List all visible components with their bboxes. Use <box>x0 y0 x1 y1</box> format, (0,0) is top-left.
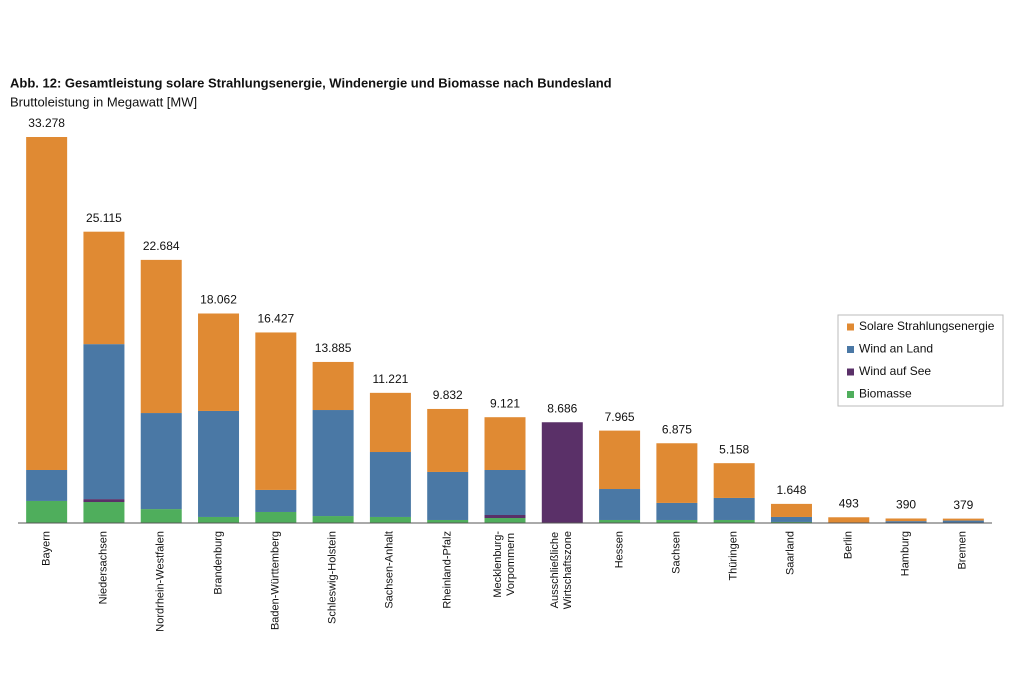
x-tick-label: Sachsen <box>670 531 683 574</box>
total-label: 1.648 <box>776 483 806 497</box>
bar-segment <box>26 500 68 523</box>
legend-swatch <box>847 346 854 353</box>
bar-segment <box>26 469 68 501</box>
bar-segment <box>83 231 125 345</box>
bar-segment <box>656 502 698 520</box>
bar-segment <box>484 514 526 519</box>
legend-label: Wind an Land <box>859 342 933 356</box>
x-tick-label: Berlin <box>842 531 855 560</box>
x-tick-label: Saarland <box>784 531 797 576</box>
bar-segment <box>312 516 354 523</box>
total-label: 11.221 <box>373 372 409 386</box>
bar-segment <box>83 502 125 523</box>
x-tick-label: Nordrhein-Westfalen <box>154 531 167 632</box>
bar-segment <box>312 410 354 517</box>
bar-segment <box>885 518 927 522</box>
total-label: 7.965 <box>605 410 635 424</box>
bar-segment <box>255 332 297 490</box>
bar-segment <box>198 410 240 517</box>
legend-label: Solare Strahlungsenergie <box>859 319 995 333</box>
legend-label: Wind auf See <box>859 364 931 378</box>
bar-segment <box>312 361 354 411</box>
x-tick-label: Hamburg <box>899 531 912 577</box>
x-tick-label: Rheinland-Pfalz <box>441 531 454 609</box>
total-label: 9.832 <box>433 388 463 402</box>
total-label: 33.278 <box>28 116 65 130</box>
bar-segment <box>255 489 297 512</box>
x-tick-label: Ausschließliche Wirtschaftszone <box>549 531 575 610</box>
bar-segment <box>599 519 641 523</box>
bar-segment <box>427 519 469 523</box>
legend-swatch <box>847 391 854 398</box>
total-label: 18.062 <box>200 293 237 307</box>
x-tick-label: Baden-Württemberg <box>269 531 282 631</box>
bar-segment <box>713 519 755 523</box>
legend-box <box>837 314 1004 407</box>
bar-segment <box>942 518 984 521</box>
x-tick-label: Sachsen-Anhalt <box>383 531 396 609</box>
bar-segment <box>427 408 469 472</box>
bar-segment <box>255 511 297 523</box>
total-label: 6.875 <box>662 422 692 436</box>
x-tick-label: Bayern <box>40 531 53 566</box>
x-tick-label: Brandenburg <box>212 531 225 595</box>
x-tick-label: Schleswig-Holstein <box>326 531 339 624</box>
bar-segment <box>198 516 240 523</box>
total-label: 493 <box>839 496 859 510</box>
bar-segment <box>770 516 812 522</box>
bar-segment <box>427 471 469 520</box>
bar-segment <box>83 499 125 503</box>
legend-label: Biomasse <box>859 387 912 401</box>
legend-swatch <box>847 368 854 376</box>
chart-subtitle: Bruttoleistung in Megawatt [MW] <box>10 94 197 109</box>
bar-segment <box>656 443 698 503</box>
legend-swatch <box>847 323 854 331</box>
total-label: 9.121 <box>490 396 520 410</box>
bar-segment <box>713 463 755 498</box>
bar-segment <box>656 519 698 523</box>
bar-segment <box>369 516 411 523</box>
bar-segment <box>140 259 182 414</box>
bar-segment <box>828 517 870 523</box>
bar-segment <box>140 509 182 523</box>
bar-segment <box>484 469 526 515</box>
x-tick-label: Bremen <box>956 531 969 570</box>
total-label: 16.427 <box>257 312 294 326</box>
total-label: 390 <box>896 498 916 512</box>
total-label: 22.684 <box>143 239 180 253</box>
bar-segment <box>369 392 411 453</box>
total-label: 25.115 <box>86 211 122 225</box>
x-tick-label: Niedersachsen <box>97 531 110 605</box>
bar-segment <box>369 452 411 517</box>
bar-segment <box>770 521 812 523</box>
bar-segment <box>484 518 526 523</box>
bar-segment <box>484 417 526 470</box>
x-tick-label: Mecklenburg- Vorpommern <box>492 531 517 598</box>
total-label: 13.885 <box>315 341 352 355</box>
bar-segment <box>140 413 182 510</box>
total-label: 379 <box>953 498 973 512</box>
bar-segment <box>770 503 812 517</box>
x-tick-label: Hessen <box>613 531 626 569</box>
bar-segment <box>713 497 755 520</box>
total-label: 8.686 <box>547 401 577 415</box>
bar-segment <box>26 137 68 470</box>
bar-segment <box>885 521 927 523</box>
bar-segment <box>83 344 125 500</box>
bar-segment <box>198 313 240 411</box>
bar-segment <box>942 520 984 523</box>
chart-title: Abb. 12: Gesamtleistung solare Strahlung… <box>10 75 612 90</box>
x-tick-label: Thüringen <box>727 531 740 581</box>
bar-segment <box>541 422 583 523</box>
bar-segment <box>599 489 641 520</box>
bar-segment <box>599 430 641 490</box>
total-label: 5.158 <box>719 442 749 456</box>
